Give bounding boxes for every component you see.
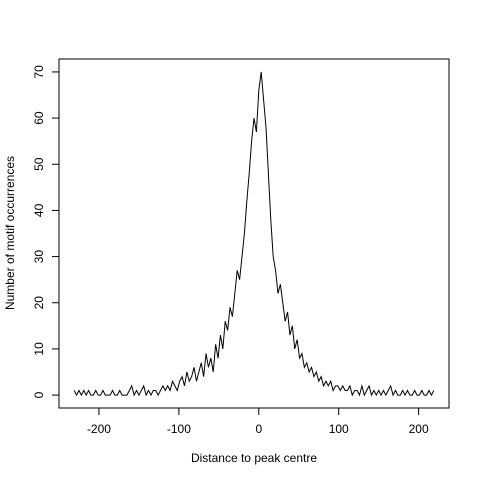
data-line — [73, 71, 435, 397]
y-tick-label: 10 — [32, 342, 46, 356]
x-axis-label: Distance to peak centre — [191, 451, 317, 465]
y-tick-label: 70 — [32, 65, 46, 79]
x-tick-label: -100 — [167, 422, 191, 436]
y-tick-label: 40 — [32, 203, 46, 217]
x-tick-label: 0 — [255, 422, 262, 436]
x-tick-label: 100 — [329, 422, 349, 436]
y-tick-label: 20 — [32, 296, 46, 310]
y-tick-label: 30 — [32, 250, 46, 264]
x-tick-label: -200 — [87, 422, 111, 436]
y-tick-label: 50 — [32, 157, 46, 171]
plot-frame — [58, 58, 450, 409]
y-axis-label: Number of motif occurrences — [3, 156, 17, 310]
y-tick-label: 0 — [32, 391, 46, 398]
x-tick-label: 200 — [409, 422, 429, 436]
y-tick-label: 60 — [32, 111, 46, 125]
